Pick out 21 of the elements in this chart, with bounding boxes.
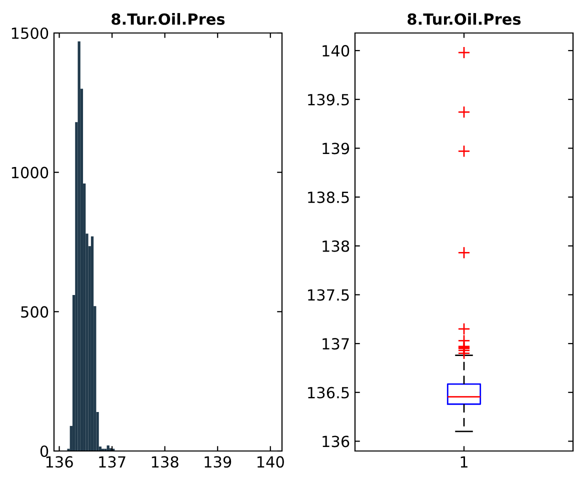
y-tick-label: 138.5 [308,192,349,204]
chart-title: 8.Tur.Oil.Pres [112,13,225,25]
x-tick-label: 139 [204,456,232,468]
y-tick-label: 137 [322,338,349,350]
y-tick-label: 1500 [12,27,48,40]
y-tick-label: 138 [322,240,350,252]
chart-title: 8.Tur.Oil.Pres [408,13,521,25]
x-tick-label: 138 [152,456,178,468]
x-tick-label: 140 [257,456,284,468]
y-tick-label: 137.5 [308,289,349,301]
y-tick-label: 139.5 [308,94,349,106]
y-tick-label: 0 [40,445,48,458]
x-tick-label: 137 [99,456,126,468]
x-tick-label: 136 [46,456,73,468]
x-tick-label: 1 [460,456,468,468]
y-tick-label: 1000 [12,166,48,178]
y-tick-label: 136 [322,436,350,448]
y-tick-label: 140 [322,45,350,57]
y-tick-label: 139 [322,142,350,154]
y-tick-label: 136.5 [308,386,349,398]
y-tick-label: 500 [21,306,48,318]
